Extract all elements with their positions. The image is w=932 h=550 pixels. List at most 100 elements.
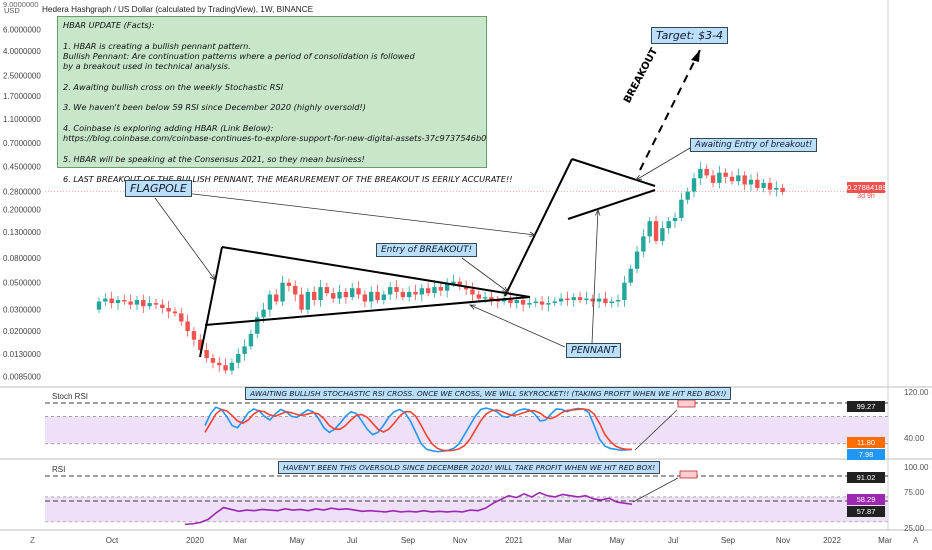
note-line: 2. Awaiting bullish cross on the weekly … (63, 81, 284, 92)
candle (590, 294, 595, 308)
note-line: Bullish Pennant: Are continuation patter… (63, 50, 415, 61)
time-tick-label: Nov (453, 536, 467, 545)
candle (299, 287, 304, 313)
time-tick-label: 2021 (505, 536, 523, 545)
note-line: by a breakout used in technical analysis… (63, 61, 231, 72)
price-tick-label: 2.5000000 (3, 72, 41, 81)
candle (476, 290, 481, 302)
awaiting-entry-arrow (635, 147, 691, 181)
candle (755, 172, 760, 192)
candle (274, 288, 279, 305)
candle (653, 215, 659, 245)
candle (565, 291, 570, 306)
target-label: Target: $3-4 (651, 27, 729, 44)
footer-right-glyph[interactable]: A (913, 536, 919, 545)
rsi-readout-1: 91.02 (847, 472, 885, 483)
candle (103, 293, 108, 306)
second-flagpole-line (504, 158, 573, 297)
candle (267, 290, 273, 317)
countdown-tag: 3d 9h (857, 193, 875, 200)
candle (134, 295, 140, 311)
notes-box: HBAR UPDATE (Facts): 1. HBAR is creating… (57, 16, 513, 184)
candle (470, 282, 475, 302)
flagpole-label: FLAGPOLE (125, 180, 192, 197)
rsi-target-box (679, 470, 698, 479)
candle (387, 281, 393, 301)
currency-label: USD (4, 6, 20, 15)
candle (375, 284, 380, 304)
candle (204, 343, 209, 363)
note-line (63, 164, 481, 174)
stoch-readout-1: 99.27 (847, 401, 885, 412)
candle (552, 297, 557, 307)
candle (343, 287, 349, 304)
candle (362, 290, 368, 308)
candle (147, 296, 152, 310)
candle (394, 280, 399, 299)
candle (179, 307, 184, 326)
pennant-arrow-2 (591, 209, 599, 344)
candle (729, 171, 735, 185)
time-tick-label: Jul (347, 536, 357, 545)
stoch-rsi-title: Stoch RSI (52, 392, 89, 401)
pennant-arrow-1 (469, 304, 566, 348)
pennant-label: PENNANT (566, 343, 622, 358)
time-tick-label: Oct (106, 536, 119, 545)
candle (115, 295, 121, 310)
time-tick-label: Nov (776, 536, 790, 545)
stoch-target-box (677, 399, 696, 408)
second-pennant-lower-line (567, 189, 656, 220)
candle (242, 339, 247, 361)
candle (305, 287, 311, 315)
candle (736, 168, 741, 186)
current-price-tag: 0.27884189 (847, 182, 887, 193)
chart-title: Hedera Hashgraph / US Dollar (calculated… (42, 5, 314, 14)
candle (704, 164, 709, 179)
candle (603, 291, 608, 307)
candle (318, 280, 323, 307)
candle (96, 297, 102, 313)
price-tick-label: 0.4500000 (3, 162, 41, 171)
candle (571, 293, 576, 307)
price-tick-label: 0.2800000 (3, 188, 41, 197)
pattern-drawings (154, 49, 701, 358)
candle (368, 286, 374, 309)
awaiting-entry-label: Awaiting Entry of breakout! (690, 138, 818, 152)
price-tick-label: 6.0000000 (3, 25, 41, 34)
time-tick-label: May (609, 536, 624, 545)
candle (293, 280, 298, 302)
candle (622, 275, 627, 307)
rsi-target-arrow (632, 477, 679, 503)
candle (419, 284, 425, 302)
price-tick-label: 0.0300000 (3, 306, 41, 315)
price-tick-label: 4.0000000 (3, 47, 41, 56)
rsi-title: RSI (52, 465, 66, 474)
flagpole-line (199, 246, 223, 358)
candle (280, 275, 285, 306)
candle (438, 282, 444, 297)
time-tick-label: Mar (878, 536, 892, 545)
candle (672, 212, 678, 228)
time-tick-label: May (289, 536, 304, 545)
candle (596, 293, 602, 309)
footer-left-glyph[interactable]: Z (30, 536, 35, 545)
price-axis: 6.0000000 4.0000000 2.5000000 1.7000000 1.10… (3, 25, 41, 381)
candle (691, 172, 697, 198)
candle (337, 284, 342, 305)
candle (312, 286, 317, 306)
rsi-tick-label: 100.00 (904, 463, 929, 472)
rsi-pane: 100.00 75.00 25.00 (45, 463, 929, 533)
candle (533, 297, 538, 308)
price-tick-label: 0.7000000 (3, 139, 41, 148)
note-line (63, 30, 481, 40)
candle (698, 161, 703, 186)
candle (185, 314, 190, 337)
candle (641, 229, 646, 258)
candle (153, 298, 159, 310)
candle (539, 296, 545, 311)
candle (558, 293, 564, 306)
note-line: 5. HBAR will be speaking at the Consensu… (63, 153, 365, 164)
note-line: https://blog.coinbase.com/coinbase-conti… (63, 133, 487, 144)
candle (432, 280, 437, 298)
candle (615, 294, 621, 308)
